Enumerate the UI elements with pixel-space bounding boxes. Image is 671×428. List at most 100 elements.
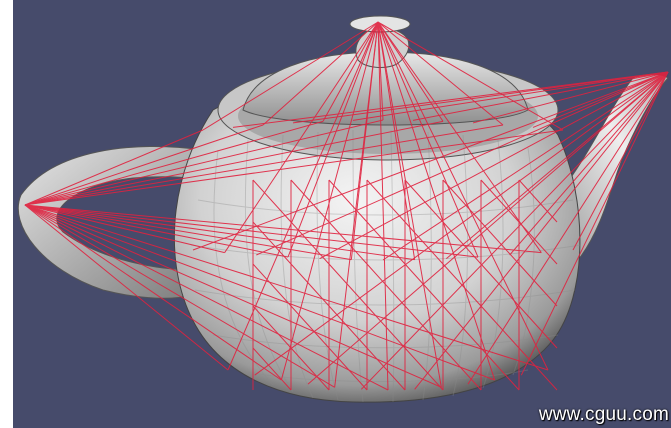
wire-line — [472, 71, 669, 124]
wire-line — [350, 21, 379, 260]
wire-line — [442, 263, 482, 307]
wire-line — [518, 179, 558, 223]
wire-line — [322, 21, 379, 122]
wire-line — [572, 71, 669, 251]
wire-line — [377, 21, 504, 126]
wire-line — [319, 71, 669, 260]
wire-line — [24, 204, 225, 254]
wire-line — [287, 21, 379, 258]
wire-line — [352, 71, 669, 121]
wire-line — [290, 347, 330, 391]
wire-line — [24, 124, 264, 206]
wireframe-lines — [24, 21, 669, 391]
wire-line — [366, 305, 406, 349]
wire-line — [232, 71, 669, 128]
wire-line — [377, 21, 389, 391]
wire-line — [24, 204, 335, 388]
wire-line — [307, 71, 669, 385]
wire-line — [24, 204, 289, 258]
wire-line — [328, 179, 368, 223]
wire-line — [518, 305, 558, 349]
wire-line — [192, 71, 669, 251]
wire-line — [328, 263, 368, 307]
watermark-text: www.cguu.com — [538, 404, 669, 425]
wire-line — [518, 221, 558, 265]
wire-line — [24, 120, 444, 206]
render-viewport: www.cguu.com — [13, 0, 671, 428]
wire-line — [404, 305, 444, 349]
wire-line — [252, 347, 292, 391]
wire-line — [224, 21, 379, 253]
wire-line — [366, 263, 406, 307]
teapot-lid — [242, 51, 529, 126]
wire-line — [366, 347, 406, 391]
wire-line — [252, 221, 292, 265]
wire-line — [404, 179, 444, 223]
wire-line — [24, 204, 542, 254]
wire-line — [366, 221, 406, 265]
wire-line — [252, 263, 292, 307]
wire-line — [290, 221, 330, 265]
wire-line — [377, 21, 564, 131]
wire-line — [480, 179, 520, 223]
wire-line — [414, 71, 669, 390]
wire-line — [24, 204, 549, 371]
wire-line — [290, 305, 330, 349]
wire-line — [480, 347, 520, 391]
wire-line — [442, 221, 482, 265]
wire-line — [442, 305, 482, 349]
wire-line — [377, 21, 549, 371]
wire-line — [412, 71, 669, 121]
wire-line — [254, 71, 669, 376]
wire-line — [24, 129, 204, 206]
wire-line — [518, 263, 558, 307]
wire-line — [377, 21, 542, 253]
wire-line — [24, 204, 479, 258]
wire-line — [532, 71, 669, 128]
wire-line — [24, 204, 282, 381]
wire-line — [377, 21, 479, 258]
wire-line — [24, 124, 504, 206]
wire-line — [404, 263, 444, 307]
wire-line — [360, 71, 669, 390]
wire-line — [377, 21, 416, 260]
wire-line — [202, 21, 379, 131]
wire-line — [328, 305, 368, 349]
wire-line — [24, 204, 415, 261]
wire-line — [520, 71, 669, 376]
wire-line — [24, 120, 324, 206]
wire-line — [377, 21, 496, 381]
wire-line — [24, 129, 564, 206]
wire-line — [446, 71, 669, 260]
wire-line — [262, 21, 379, 126]
wire-line — [480, 305, 520, 349]
wire-line — [24, 204, 229, 371]
wire-line — [480, 221, 520, 265]
wire-line — [404, 347, 444, 391]
wire-line — [366, 179, 406, 223]
wire-line — [290, 263, 330, 307]
wire-line — [24, 204, 389, 391]
wire-line — [290, 179, 330, 223]
wire-line — [292, 71, 669, 124]
wire-line — [467, 71, 669, 385]
wire-line — [24, 119, 384, 206]
wire-line — [252, 305, 292, 349]
wire-line — [442, 347, 482, 391]
wire-line — [24, 204, 495, 381]
wire-line — [382, 71, 669, 261]
wire-line — [24, 204, 352, 261]
wire-line — [252, 179, 292, 223]
wire-line — [404, 221, 444, 265]
wire-line — [377, 21, 442, 388]
wire-line — [280, 21, 379, 381]
wire-line — [442, 179, 482, 223]
wire-line — [256, 71, 669, 256]
wire-line — [328, 221, 368, 265]
wire-line — [518, 347, 558, 391]
wire-line — [377, 21, 444, 122]
teapot-render — [17, 15, 669, 403]
wire-line — [328, 347, 368, 391]
wire-line — [24, 204, 442, 388]
wire-line — [509, 71, 669, 256]
